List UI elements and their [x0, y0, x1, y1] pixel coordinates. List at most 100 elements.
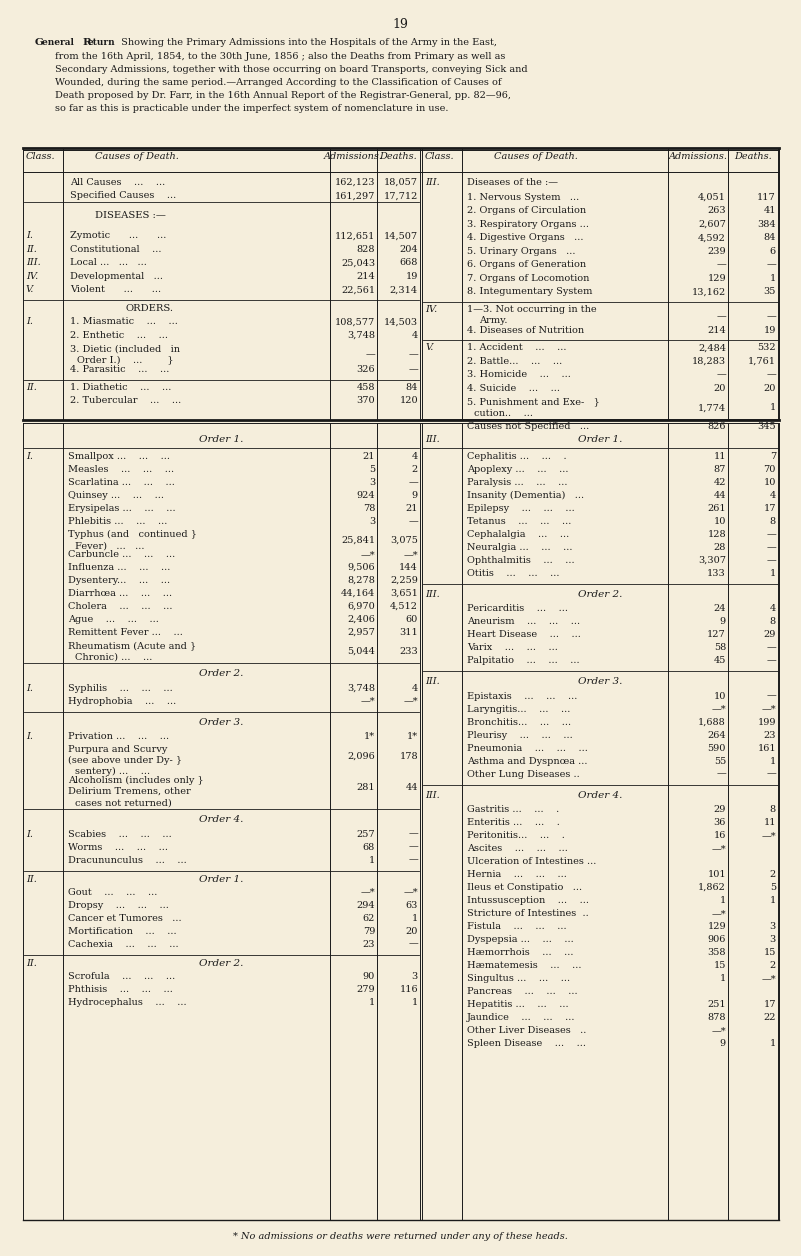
Text: Alcoholism (includes only }: Alcoholism (includes only }	[68, 776, 203, 785]
Text: Syphilis    ...    ...    ...: Syphilis ... ... ...	[68, 683, 173, 692]
Text: Death proposed by Dr. Farr, in the 16th Annual Report of the Registrar-General, : Death proposed by Dr. Farr, in the 16th …	[55, 90, 511, 100]
Text: 25,043: 25,043	[341, 259, 375, 268]
Text: Chronic) ...    ...: Chronic) ... ...	[75, 652, 152, 661]
Text: Phthisis    ...    ...    ...: Phthisis ... ... ...	[68, 985, 173, 993]
Text: 17: 17	[763, 1000, 776, 1009]
Text: 2. Battle...    ...    ...: 2. Battle... ... ...	[467, 357, 562, 365]
Text: 19: 19	[763, 325, 776, 335]
Text: 358: 358	[707, 948, 726, 957]
Text: 4: 4	[770, 491, 776, 500]
Text: 178: 178	[400, 752, 418, 761]
Text: 23: 23	[763, 731, 776, 740]
Text: 127: 127	[707, 631, 726, 639]
Text: Hepatitis ...    ...    ...: Hepatitis ... ... ...	[467, 1000, 569, 1009]
Text: 257: 257	[356, 830, 375, 839]
Text: Dysentery...    ...    ...: Dysentery... ... ...	[68, 577, 170, 585]
Text: 4. Parasitic    ...    ...: 4. Parasitic ... ...	[70, 365, 169, 374]
Text: Developmental   ...: Developmental ...	[70, 271, 163, 281]
Text: 2,484: 2,484	[698, 343, 726, 352]
Text: —*: —*	[360, 697, 375, 706]
Text: I.: I.	[26, 830, 33, 839]
Text: 251: 251	[707, 1000, 726, 1009]
Text: —*: —*	[404, 697, 418, 706]
Text: Specified Causes    ...: Specified Causes ...	[70, 191, 176, 201]
Text: 2: 2	[412, 465, 418, 474]
Text: 62: 62	[363, 913, 375, 923]
Text: Order 2.: Order 2.	[199, 958, 244, 967]
Text: 1,761: 1,761	[748, 357, 776, 365]
Text: —*: —*	[360, 888, 375, 897]
Text: Fistula    ...    ...    ...: Fistula ... ... ...	[467, 922, 566, 931]
Text: 19: 19	[405, 271, 418, 281]
Text: eturn: eturn	[88, 38, 115, 46]
Text: Erysipelas ...    ...    ...: Erysipelas ... ... ...	[68, 504, 175, 512]
Text: Violent      ...      ...: Violent ... ...	[70, 285, 161, 294]
Text: —: —	[409, 517, 418, 526]
Text: Order 1.: Order 1.	[578, 435, 622, 445]
Text: —: —	[767, 313, 776, 322]
Text: III.: III.	[425, 178, 440, 187]
Text: 2,259: 2,259	[390, 577, 418, 585]
Text: V.: V.	[26, 285, 34, 294]
Text: Mortification    ...    ...: Mortification ... ...	[68, 927, 177, 936]
Text: 1: 1	[770, 569, 776, 578]
Text: 263: 263	[707, 206, 726, 215]
Text: 17: 17	[763, 504, 776, 512]
Text: Showing the Primary Admissions into the Hospitals of the Army in the East,: Showing the Primary Admissions into the …	[118, 38, 497, 46]
Text: 3. Homicide    ...    ...: 3. Homicide ... ...	[467, 371, 571, 379]
Text: 25,841: 25,841	[341, 536, 375, 545]
Text: 458: 458	[356, 383, 375, 392]
Text: 1: 1	[770, 756, 776, 766]
Text: 9,506: 9,506	[348, 563, 375, 573]
Text: 4,051: 4,051	[698, 193, 726, 202]
Text: 11: 11	[714, 452, 726, 461]
Text: 90: 90	[363, 972, 375, 981]
Text: 29: 29	[714, 805, 726, 814]
Text: I.: I.	[26, 231, 33, 240]
Text: Order 2.: Order 2.	[578, 590, 622, 599]
Text: Asthma and Dyspnœa ...: Asthma and Dyspnœa ...	[467, 756, 587, 766]
Text: 1: 1	[368, 997, 375, 1006]
Text: 45: 45	[714, 657, 726, 666]
Text: 42: 42	[714, 479, 726, 487]
Text: Rheumatism (Acute and }: Rheumatism (Acute and }	[68, 641, 196, 651]
Text: Otitis    ...    ...    ...: Otitis ... ... ...	[467, 569, 560, 578]
Text: 384: 384	[758, 220, 776, 229]
Text: 133: 133	[707, 569, 726, 578]
Text: 204: 204	[400, 245, 418, 254]
Text: Secondary Admissions, together with those occurring on board Transports, conveyi: Secondary Admissions, together with thos…	[55, 65, 528, 74]
Text: 4,512: 4,512	[390, 602, 418, 612]
Text: 36: 36	[714, 818, 726, 826]
Text: —: —	[767, 770, 776, 779]
Text: 7: 7	[770, 452, 776, 461]
Text: Dracununculus    ...    ...: Dracununculus ... ...	[68, 855, 187, 864]
Text: —: —	[409, 855, 418, 864]
Text: 63: 63	[405, 901, 418, 909]
Text: 311: 311	[399, 628, 418, 637]
Text: II.: II.	[26, 245, 37, 254]
Text: ORDERS.: ORDERS.	[125, 304, 173, 313]
Text: 3,075: 3,075	[390, 536, 418, 545]
Text: 22,561: 22,561	[341, 285, 375, 294]
Text: cases not returned): cases not returned)	[75, 799, 171, 808]
Text: Cephalalgia    ...    ...: Cephalalgia ... ...	[467, 530, 570, 539]
Text: Diarrhœa ...    ...    ...: Diarrhœa ... ... ...	[68, 589, 172, 598]
Text: Order 4.: Order 4.	[578, 790, 622, 800]
Text: 8: 8	[770, 617, 776, 627]
Text: Purpura and Scurvy: Purpura and Scurvy	[68, 745, 167, 754]
Text: Intussusception    ...    ...: Intussusception ... ...	[467, 896, 589, 904]
Text: Singultus ...    ...    ...: Singultus ... ... ...	[467, 973, 570, 983]
Text: Order 3.: Order 3.	[199, 717, 244, 727]
Text: Hæmorrhois    ...    ...: Hæmorrhois ... ...	[467, 948, 574, 957]
Text: 326: 326	[356, 365, 375, 374]
Text: Varix    ...    ...    ...: Varix ... ... ...	[467, 643, 557, 652]
Text: 29: 29	[763, 631, 776, 639]
Text: 162,123: 162,123	[335, 178, 375, 187]
Text: Heart Disease    ...    ...: Heart Disease ... ...	[467, 631, 581, 639]
Text: 5. Urinary Organs   ...: 5. Urinary Organs ...	[467, 247, 575, 256]
Text: Hydrophobia    ...    ...: Hydrophobia ... ...	[68, 697, 176, 706]
Text: 3: 3	[770, 934, 776, 945]
Text: 8: 8	[770, 517, 776, 526]
Text: 214: 214	[356, 271, 375, 281]
Text: Phlebitis ...    ...    ...: Phlebitis ... ... ...	[68, 517, 167, 526]
